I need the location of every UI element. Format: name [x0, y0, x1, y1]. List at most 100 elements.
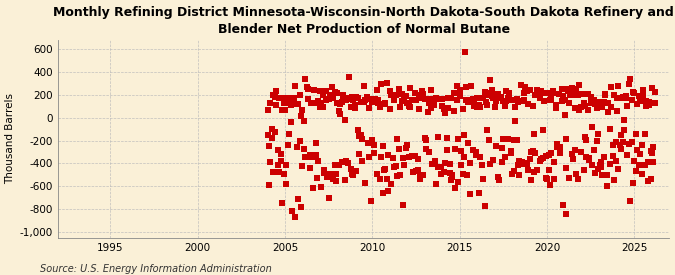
Point — [383, 188, 394, 193]
Point — [381, 81, 392, 86]
Point — [637, 142, 647, 147]
Point — [510, 105, 520, 109]
Point — [492, 91, 503, 96]
Point — [583, 92, 593, 96]
Point — [501, 89, 512, 94]
Point — [649, 101, 660, 106]
Point — [358, 100, 369, 104]
Point — [529, 170, 539, 174]
Point — [571, 172, 582, 176]
Point — [594, 100, 605, 104]
Point — [338, 93, 349, 97]
Point — [523, 101, 534, 106]
Point — [293, 196, 304, 201]
Point — [374, 104, 385, 109]
Point — [561, 212, 572, 216]
Point — [297, 108, 308, 112]
Point — [613, 84, 624, 88]
Point — [566, 86, 577, 90]
Point — [488, 158, 499, 162]
Point — [527, 103, 538, 108]
Point — [518, 91, 529, 95]
Point — [387, 156, 398, 160]
Point — [272, 163, 283, 167]
Point — [460, 85, 471, 89]
Point — [625, 199, 636, 203]
Point — [552, 141, 563, 146]
Point — [558, 203, 568, 208]
Point — [336, 160, 347, 164]
Point — [453, 137, 464, 141]
Point — [452, 98, 462, 102]
Point — [338, 97, 349, 101]
Point — [520, 161, 531, 166]
Point — [593, 131, 603, 136]
Point — [546, 151, 557, 156]
Point — [441, 136, 452, 141]
Point — [394, 87, 404, 91]
Point — [345, 105, 356, 109]
Point — [591, 106, 602, 111]
Point — [524, 88, 535, 93]
Point — [275, 159, 286, 164]
Point — [612, 96, 622, 100]
Point — [570, 147, 580, 152]
Point — [507, 98, 518, 102]
Point — [601, 173, 612, 177]
Point — [493, 178, 504, 182]
Point — [263, 183, 274, 188]
Point — [335, 101, 346, 106]
Point — [550, 103, 561, 107]
Point — [578, 167, 589, 172]
Point — [599, 100, 610, 104]
Point — [466, 84, 477, 88]
Point — [647, 150, 657, 155]
Point — [545, 98, 556, 103]
Point — [414, 107, 425, 112]
Point — [440, 111, 451, 115]
Point — [443, 106, 454, 110]
Point — [561, 166, 572, 170]
Point — [341, 97, 352, 102]
Point — [291, 102, 302, 106]
Point — [645, 148, 656, 153]
Point — [476, 163, 487, 167]
Point — [545, 183, 556, 188]
Point — [425, 88, 436, 92]
Point — [536, 89, 547, 93]
Point — [572, 177, 583, 182]
Point — [277, 108, 288, 112]
Point — [613, 167, 624, 171]
Point — [597, 105, 608, 109]
Point — [626, 98, 637, 102]
Point — [539, 99, 549, 103]
Point — [594, 163, 605, 167]
Point — [543, 153, 554, 157]
Point — [546, 97, 557, 101]
Point — [357, 159, 368, 164]
Point — [453, 180, 464, 184]
Point — [427, 97, 437, 101]
Point — [584, 157, 595, 162]
Point — [556, 98, 567, 103]
Point — [575, 105, 586, 109]
Point — [274, 96, 285, 100]
Point — [296, 114, 306, 119]
Point — [348, 173, 359, 177]
Point — [288, 96, 299, 100]
Point — [639, 163, 650, 167]
Point — [595, 160, 606, 164]
Point — [369, 151, 379, 155]
Point — [556, 87, 567, 91]
Point — [321, 89, 331, 93]
Point — [506, 149, 516, 153]
Point — [535, 159, 545, 163]
Point — [315, 89, 325, 93]
Point — [307, 155, 318, 160]
Point — [431, 96, 442, 100]
Point — [325, 172, 335, 176]
Point — [377, 144, 388, 148]
Point — [267, 127, 277, 131]
Point — [329, 162, 340, 167]
Point — [533, 93, 544, 97]
